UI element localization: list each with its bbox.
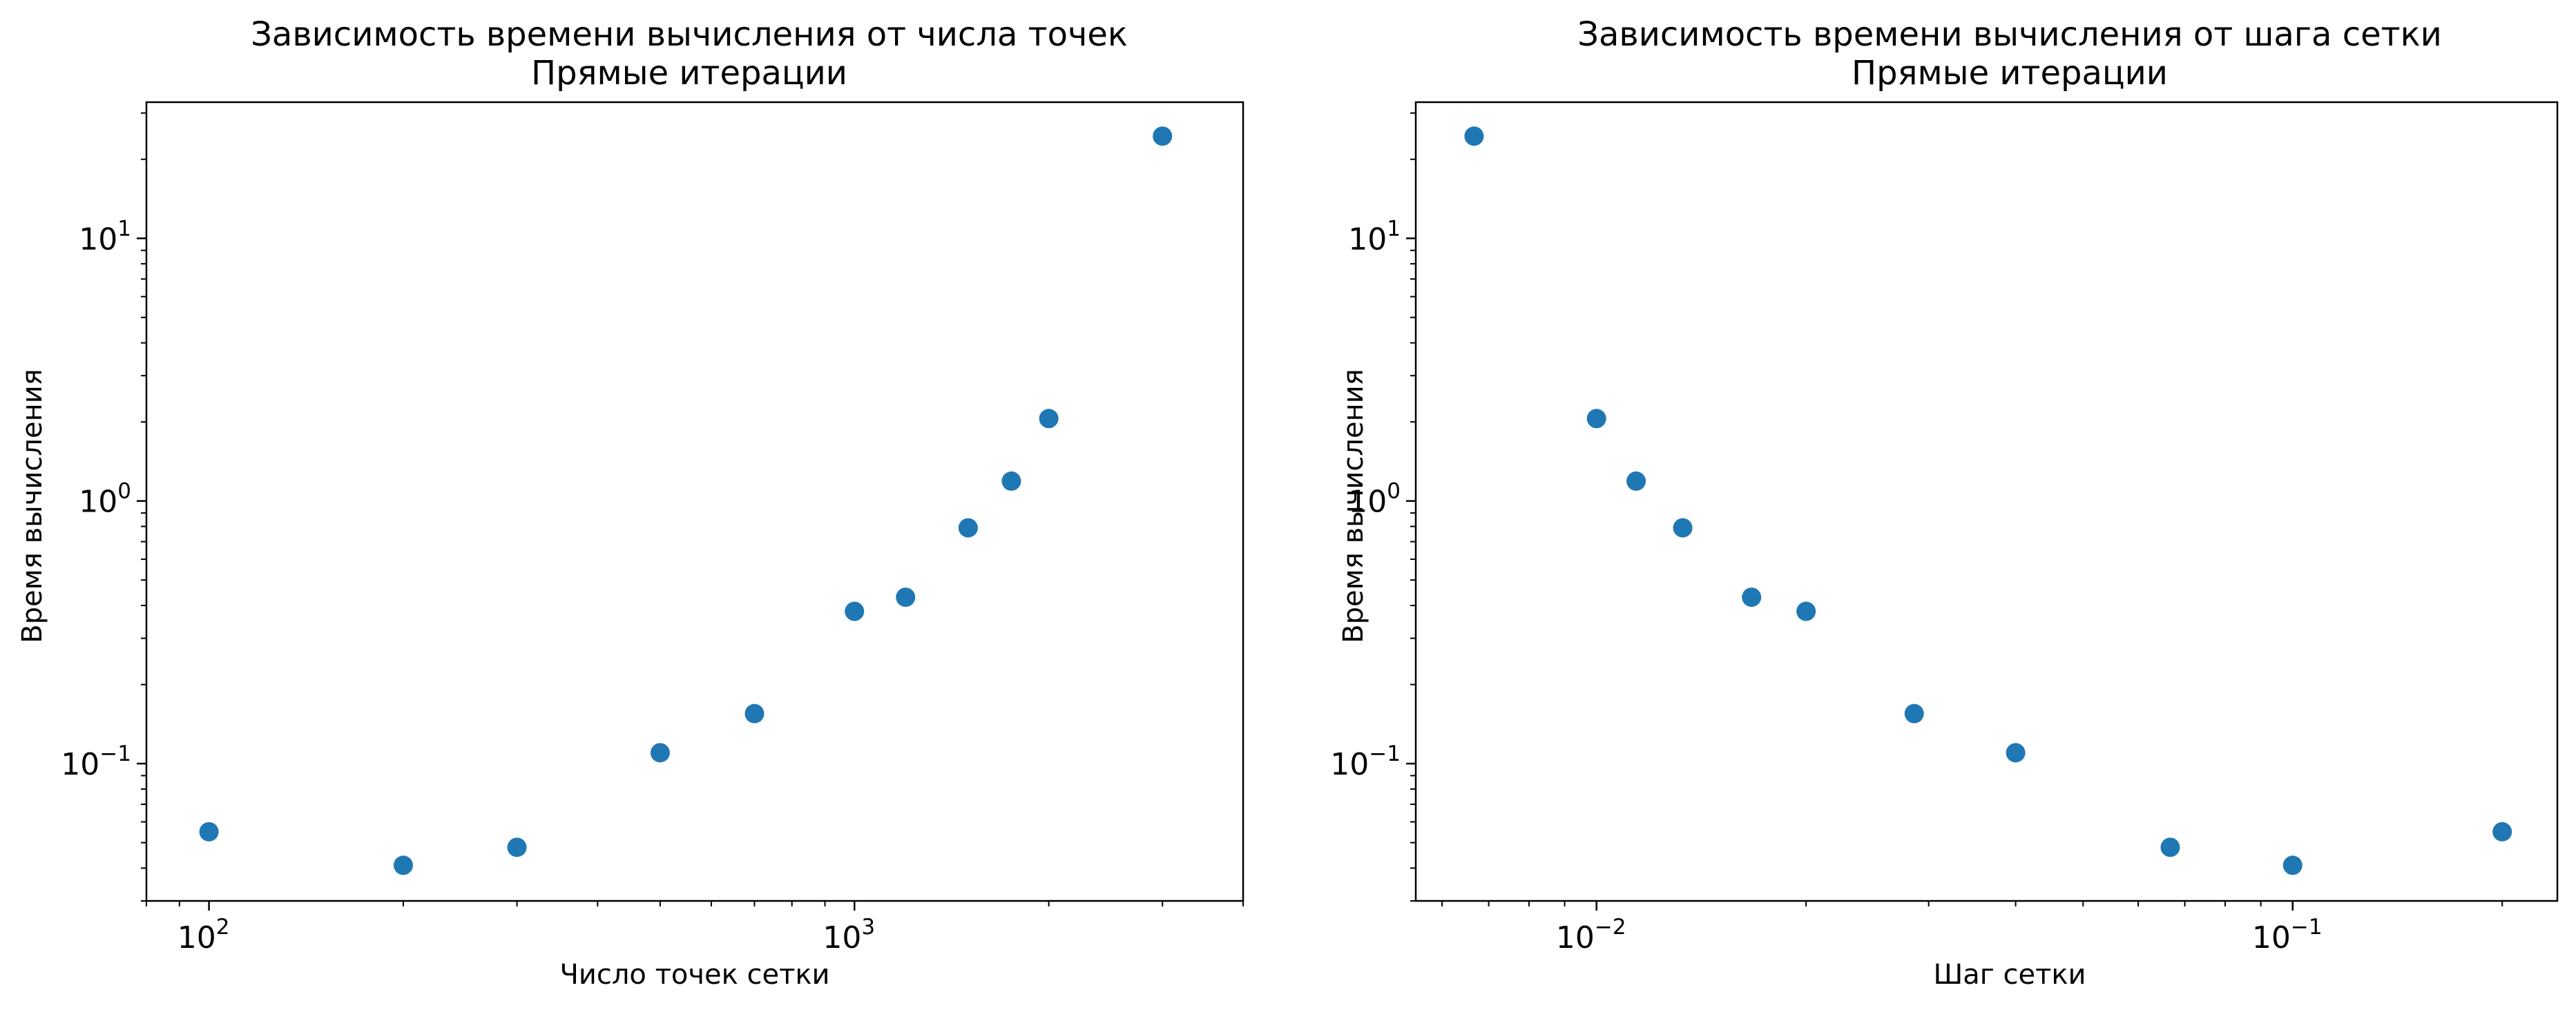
tick-base: 10 xyxy=(2252,920,2291,955)
data-point xyxy=(2006,743,2026,763)
tick-base: 10 xyxy=(61,747,99,782)
x-tick-label: 10−2 xyxy=(1556,915,1626,955)
tick-exponent: −2 xyxy=(1595,915,1626,940)
tick-base: 10 xyxy=(1348,222,1387,257)
chart-title: Зависимость времени вычисления от шага с… xyxy=(1577,15,2442,54)
plot-area-frame xyxy=(145,101,1244,902)
tick-base: 10 xyxy=(1556,920,1595,955)
y-axis-label: Время вычисления xyxy=(1338,369,1369,643)
data-point xyxy=(896,587,916,608)
tick-exponent: 1 xyxy=(1387,216,1401,241)
tick-exponent: 2 xyxy=(216,915,230,940)
tick-base: 10 xyxy=(79,222,117,257)
tick-exponent: −1 xyxy=(99,741,131,766)
tick-exponent: 0 xyxy=(117,479,131,504)
x-tick-label: 103 xyxy=(823,915,875,955)
data-point xyxy=(1626,471,1646,491)
y-tick-label: 101 xyxy=(1348,216,1401,257)
data-point xyxy=(1673,518,1693,538)
tick-exponent: −1 xyxy=(2291,915,2323,940)
data-point xyxy=(845,601,865,621)
plot-area-frame xyxy=(1414,101,2559,902)
y-tick-label: 10−1 xyxy=(61,741,131,782)
data-point xyxy=(1001,471,1021,491)
data-point xyxy=(1742,587,1762,608)
tick-base: 10 xyxy=(79,485,117,520)
x-axis-label: Шаг сетки xyxy=(1933,959,2086,991)
data-point xyxy=(1586,409,1606,429)
chart-subtitle: Прямые итерации xyxy=(1852,54,2168,93)
data-point xyxy=(958,518,978,538)
x-axis-label: Число точек сетки xyxy=(559,959,829,991)
tick-base: 10 xyxy=(823,920,861,955)
tick-exponent: 0 xyxy=(1387,479,1401,504)
data-point xyxy=(393,855,413,875)
x-tick-label: 10−1 xyxy=(2252,915,2323,955)
y-tick-label: 100 xyxy=(79,479,131,520)
data-point xyxy=(2492,822,2512,842)
tick-exponent: 1 xyxy=(117,216,131,241)
data-point xyxy=(1153,126,1173,146)
data-point xyxy=(199,822,219,842)
chart-title: Зависимость времени вычисления от числа … xyxy=(251,15,1128,54)
tick-base: 10 xyxy=(1330,747,1369,782)
data-point xyxy=(2282,855,2303,875)
y-tick-label: 10−1 xyxy=(1330,741,1401,782)
y-tick-label: 100 xyxy=(1348,479,1401,520)
tick-exponent: 3 xyxy=(861,915,875,940)
data-point xyxy=(650,743,670,763)
y-tick-label: 101 xyxy=(79,216,131,257)
chart-time-vs-step: Зависимость времени вычисления от шага с… xyxy=(1330,15,2559,991)
data-points xyxy=(1464,126,2512,875)
tick-base: 10 xyxy=(1348,485,1387,520)
x-tick-label: 102 xyxy=(177,915,230,955)
data-point xyxy=(2160,837,2180,857)
data-point xyxy=(1904,703,1924,723)
chart-time-vs-points: Зависимость времени вычисления от числа … xyxy=(17,15,1244,991)
y-axis-label: Время вычисления xyxy=(17,369,48,643)
tick-exponent: −1 xyxy=(1369,741,1401,766)
data-point xyxy=(1039,409,1059,429)
data-point xyxy=(744,703,765,723)
tick-base: 10 xyxy=(177,920,216,955)
chart-subtitle: Прямые итерации xyxy=(531,54,847,93)
data-point xyxy=(1796,601,1816,621)
data-point xyxy=(507,837,527,857)
data-point xyxy=(1464,126,1484,146)
data-points xyxy=(199,126,1173,875)
